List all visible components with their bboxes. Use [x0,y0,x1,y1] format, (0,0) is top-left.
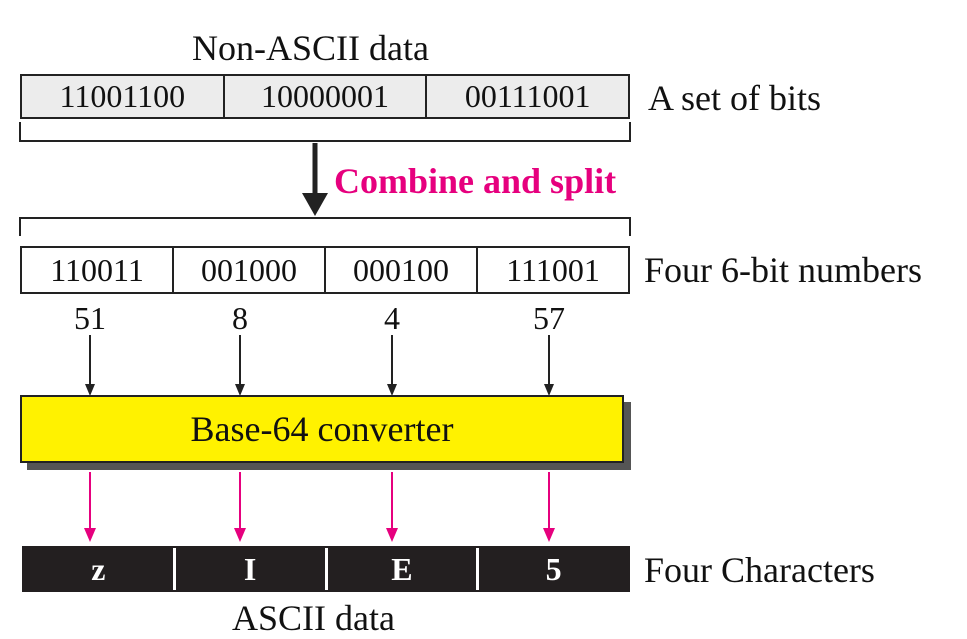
value-arrowhead [85,384,95,396]
value-arrowhead [387,384,397,396]
six-bit-cell: 110011 [22,248,174,292]
value-label: 4 [384,300,400,336]
value-arrowhead [544,384,554,396]
value-arrows [89,335,550,390]
bit-bytes-row: 11001100 10000001 00111001 [20,74,630,119]
six-bit-cell: 000100 [326,248,478,292]
byte-cell: 10000001 [225,76,428,117]
six-bit-numbers-row: 110011 001000 000100 111001 [20,246,630,294]
value-arrowhead [235,384,245,396]
char-cell: E [328,548,480,590]
six-bit-cell: 001000 [174,248,326,292]
set-of-bits-label: A set of bits [648,78,822,118]
char-cell: 5 [545,550,562,587]
value-label: 51 [74,300,106,336]
char-cell: z [24,548,176,590]
top-bracket [19,122,631,142]
combine-arrow-head [302,193,328,216]
combine-and-split-label: Combine and split [334,161,617,201]
char-arrowhead [84,528,96,542]
four-characters-label: Four Characters [644,550,875,590]
six-bit-numbers-label: Four 6-bit numbers [644,250,922,290]
byte-cell: 00111001 [464,78,591,114]
ascii-data-label: ASCII data [232,598,395,638]
char-arrowhead [386,528,398,542]
char-arrowhead [543,528,555,542]
non-ascii-data-label: Non-ASCII data [192,28,429,68]
base64-converter-box: Base-64 converter [20,395,624,463]
char-arrowhead [234,528,246,542]
middle-bracket [19,217,631,236]
value-label: 8 [232,300,248,336]
value-label: 57 [533,300,565,336]
characters-row: z I E 5 [22,546,630,592]
byte-cell: 11001100 [22,76,225,117]
six-bit-cell: 111001 [506,251,600,288]
char-cell: I [176,548,328,590]
